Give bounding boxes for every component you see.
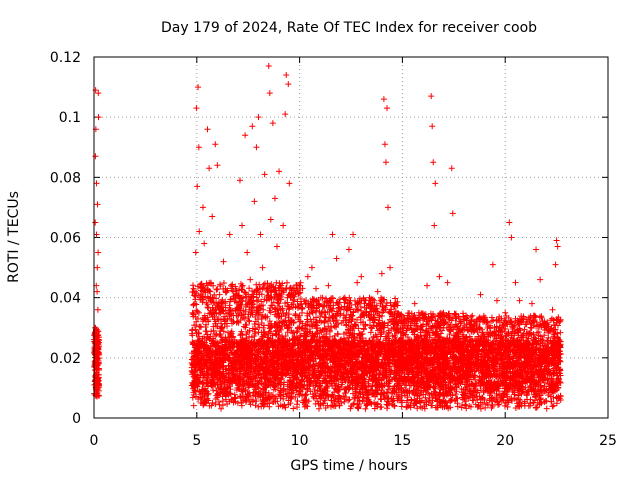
y-tick-label: 0	[72, 411, 81, 427]
scatter-points	[91, 63, 564, 412]
data-point	[374, 400, 381, 407]
data-point	[548, 398, 555, 405]
y-tick-label: 0.08	[50, 170, 81, 186]
data-point	[549, 403, 556, 410]
x-tick-label: 10	[291, 433, 309, 449]
chart-title: Day 179 of 2024, Rate Of TEC Index for r…	[161, 20, 537, 36]
data-point	[356, 389, 363, 396]
y-tick-label: 0.04	[50, 291, 81, 307]
y-tick-label: 0.12	[50, 50, 81, 66]
x-tick-label: 25	[599, 433, 617, 449]
y-tick-label: 0.02	[50, 351, 81, 367]
x-tick-label: 15	[393, 433, 411, 449]
data-point	[311, 386, 318, 393]
data-point	[365, 376, 372, 383]
data-point	[252, 402, 259, 409]
data-point	[545, 392, 552, 399]
data-point	[550, 402, 557, 409]
data-point	[93, 355, 100, 362]
data-point	[290, 405, 297, 412]
x-tick-label: 0	[90, 433, 99, 449]
data-point	[294, 398, 301, 405]
data-point	[462, 401, 469, 408]
y-tick-label: 0.1	[59, 110, 81, 126]
y-tick-label: 0.06	[50, 231, 81, 247]
data-point	[452, 391, 459, 398]
data-point	[316, 405, 323, 412]
data-point	[355, 393, 362, 400]
data-point	[216, 401, 223, 408]
data-point	[215, 399, 222, 406]
data-point	[345, 397, 352, 404]
data-point	[449, 392, 456, 399]
x-tick-label: 5	[192, 433, 201, 449]
data-point	[504, 403, 511, 410]
data-point	[371, 405, 378, 412]
data-point	[543, 405, 550, 412]
x-tick-label: 20	[496, 433, 514, 449]
data-point	[228, 397, 235, 404]
tick-label-layer: 0 5 10 15 20 25 0 0.02 0.04 0.06 0.08 0.1 0.12	[50, 50, 617, 449]
data-point	[391, 403, 398, 410]
data-point	[401, 388, 408, 395]
data-point	[479, 401, 486, 408]
data-point	[94, 356, 101, 363]
data-point	[94, 365, 101, 372]
data-point	[403, 404, 410, 411]
data-point	[212, 401, 219, 408]
